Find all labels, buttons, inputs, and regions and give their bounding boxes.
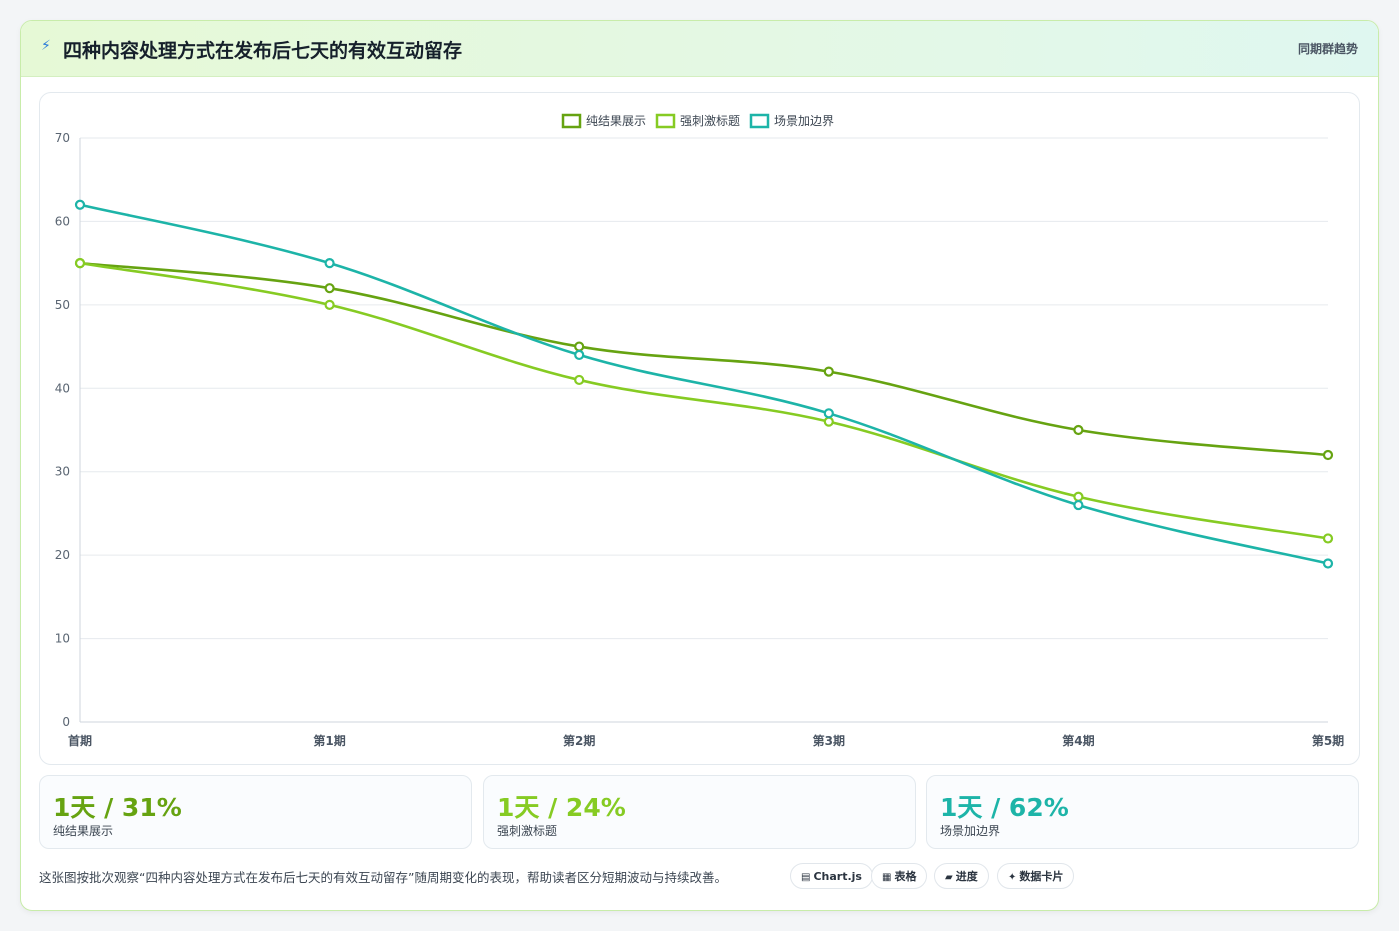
chip-label: 表格 [894, 870, 917, 883]
data-point [324, 283, 335, 294]
stat-label: 强刺激标题 [497, 824, 558, 838]
data-point [1322, 533, 1334, 544]
legend-swatch [655, 113, 676, 129]
y-tick-label: 30 [55, 465, 70, 479]
stat-card-1: 1天 / 24% 强刺激标题 [483, 775, 916, 849]
series-line-1 [79, 261, 1329, 540]
legend-label: 场景加边界 [774, 114, 834, 128]
y-tick-label: 60 [55, 214, 70, 228]
stat-label: 纯结果展示 [53, 824, 114, 838]
data-point [1073, 424, 1084, 436]
legend-swatch [749, 113, 770, 129]
chip-label: 进度 [955, 870, 978, 883]
stat-value: 1天 / 24% [497, 793, 626, 822]
x-tick-label: 第4期 [1062, 733, 1094, 748]
y-tick-label: 50 [55, 298, 70, 312]
stat-label: 场景加边界 [940, 824, 1001, 838]
stat-card-0: 1天 / 31% 纯结果展示 [39, 775, 472, 849]
x-tick-label: 首期 [68, 733, 92, 748]
legend-swatch [561, 113, 582, 129]
data-point [574, 374, 585, 386]
data-point [324, 299, 335, 310]
chip-table[interactable]: ▦ 表格 [871, 863, 928, 889]
data-point [1073, 499, 1084, 511]
data-point [1073, 491, 1084, 502]
y-tick-label: 0 [62, 715, 70, 729]
x-tick-label: 第1期 [313, 733, 345, 748]
header-subtitle: 同期群趋势 [1297, 42, 1358, 56]
legend-label: 纯结果展示 [586, 114, 646, 128]
chart-description: 这张图按批次观察“四种内容处理方式在发布后七天的有效互动留存”随周期变化的表现，… [39, 870, 727, 885]
chart-card: ⚡ 四种内容处理方式在发布后七天的有效互动留存 同期群趋势 0 10 20 30 40 5… [20, 20, 1379, 911]
line-chart: 0 10 20 30 40 50 60 70 首期 第1期 第2期 第3期 第4期 第5期 纯结果展示 强刺激… [55, 113, 1344, 748]
window-icon: ▤ [801, 872, 811, 883]
chip-label: 数据卡片 [1019, 870, 1064, 883]
data-point [823, 416, 834, 427]
data-point [574, 349, 585, 361]
x-tick-label: 第5期 [1312, 733, 1344, 748]
data-point [74, 199, 86, 210]
data-point [1322, 449, 1334, 461]
line-chart-container: 0 10 20 30 40 50 60 70 首期 第1期 第2期 第3期 第4期 第5期 纯结果展示 强刺激… [39, 92, 1360, 765]
card-header: ⚡ 四种内容处理方式在发布后七天的有效互动留存 同期群趋势 [21, 21, 1378, 77]
data-point [1322, 558, 1334, 569]
stat-value: 1天 / 62% [940, 793, 1069, 822]
sparkle-icon: ✦ [1008, 872, 1017, 883]
card-footer: 这张图按批次观察“四种内容处理方式在发布后七天的有效互动留存”随周期变化的表现，… [39, 863, 1359, 893]
stat-cards: 1天 / 31% 纯结果展示 1天 / 24% 强刺激标题 1天 / 62% 场… [39, 775, 1360, 849]
chip-progress[interactable]: ▰ 进度 [934, 863, 989, 889]
chip-label: Chart.js [813, 870, 862, 883]
page-title: 四种内容处理方式在发布后七天的有效互动留存 [63, 40, 463, 62]
data-point [574, 341, 585, 352]
y-tick-label: 10 [55, 632, 70, 646]
series-line-0 [79, 261, 1329, 457]
data-point [823, 366, 834, 377]
legend-label: 强刺激标题 [680, 114, 740, 128]
series-line-2 [79, 203, 1329, 565]
data-point [324, 258, 335, 269]
chip-chartjs[interactable]: ▤ Chart.js [790, 863, 873, 889]
table-icon: ▦ [882, 872, 892, 883]
y-tick-label: 70 [55, 131, 70, 145]
progress-icon: ▰ [945, 872, 953, 883]
x-tick-label: 第3期 [813, 733, 845, 748]
chip-datacard[interactable]: ✦ 数据卡片 [997, 863, 1075, 889]
data-point [823, 408, 834, 419]
stat-card-2: 1天 / 62% 场景加边界 [926, 775, 1359, 849]
x-tick-label: 第2期 [563, 733, 595, 748]
data-point [74, 258, 86, 269]
y-tick-label: 40 [55, 381, 70, 395]
stat-value: 1天 / 31% [53, 793, 182, 822]
bolt-icon: ⚡ [41, 38, 51, 54]
y-tick-label: 20 [55, 548, 70, 562]
